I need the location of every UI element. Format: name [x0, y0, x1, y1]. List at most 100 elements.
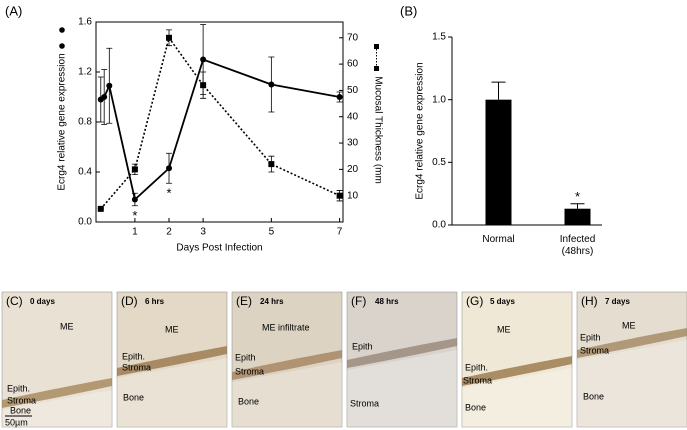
tissue-stroma	[577, 340, 687, 427]
tissue-band	[347, 338, 457, 368]
y-tick-label: 1.0	[432, 94, 446, 105]
tissue-band	[462, 356, 572, 386]
marker	[200, 82, 207, 89]
marker	[97, 205, 104, 212]
panel-text: Stroma	[463, 375, 492, 385]
panel-text: ME infiltrate	[262, 322, 310, 332]
x-tick-label: Infected (48hrs)	[560, 234, 596, 257]
panel-time: 6 hrs	[145, 297, 165, 306]
legend-marker	[374, 66, 379, 71]
panel-text: Bone	[10, 405, 31, 415]
tissue-band	[232, 350, 342, 380]
tissue-stroma	[2, 390, 112, 427]
panel-time: 0 days	[30, 297, 55, 306]
y-axis-label: Ecrg4 relative gene expression	[415, 62, 426, 199]
y-tick-label: 1.2	[78, 67, 92, 78]
legend-marker	[59, 43, 65, 49]
y-tick-label: 0.8	[78, 117, 92, 128]
panel-text: Bone	[238, 396, 259, 406]
y-tick-label: 0.0	[432, 220, 446, 231]
x-tick-label: 3	[200, 227, 206, 238]
annotation: *	[132, 208, 137, 223]
marker	[268, 161, 275, 168]
tissue-stroma	[347, 350, 457, 427]
y2-tick-label: 70	[347, 32, 359, 43]
panel-label: (G)	[466, 294, 483, 308]
marker	[336, 94, 343, 100]
panel-label: (E)	[236, 294, 252, 308]
tissue-band	[117, 346, 227, 376]
panel-text: Stroma	[235, 366, 264, 376]
panel-label: (F)	[351, 294, 366, 308]
y-tick-label: 0.0	[78, 217, 92, 228]
tissue-stroma	[462, 368, 572, 427]
panel-text: Epith	[352, 341, 373, 351]
bar	[564, 208, 591, 225]
panel-text: ME	[165, 324, 179, 334]
marker	[131, 166, 138, 173]
x-tick-label: 1	[132, 227, 138, 238]
y-tick-label: 1.5	[432, 32, 446, 43]
y2-tick-label: 40	[347, 111, 359, 122]
error-bar	[491, 81, 506, 100]
panel-label: (C)	[6, 294, 23, 308]
x-tick-label: 5	[269, 227, 275, 238]
panel-text: Epith	[580, 332, 601, 342]
legend-marker	[374, 44, 379, 49]
marker	[101, 94, 108, 100]
panel-text: ME	[497, 324, 511, 334]
panel-text: Epith.	[465, 362, 488, 372]
y-tick-label: 0.5	[432, 157, 446, 168]
tissue-band	[2, 378, 112, 408]
panel-text: Stroma	[122, 362, 151, 372]
y2-tick-label: 50	[347, 85, 359, 96]
y-tick-label: 1.6	[78, 17, 92, 28]
panel-time: 24 hrs	[260, 297, 284, 306]
chart-title: (B)	[400, 3, 417, 18]
panel-text: 50µm	[5, 417, 28, 427]
panel-text: ME	[622, 320, 636, 330]
series-line	[100, 35, 340, 210]
panel-text: Stroma	[7, 395, 36, 405]
y2-tick-label: 30	[347, 138, 359, 149]
panel-text: Stroma	[350, 398, 379, 408]
marker	[166, 165, 173, 172]
panel-text: Epith.	[122, 351, 145, 361]
panel-text: Epith	[235, 352, 256, 362]
annotation: *	[575, 189, 580, 204]
panel-text: Bone	[583, 391, 604, 401]
marker	[268, 81, 275, 88]
tissue-band	[577, 328, 687, 358]
y2-tick-label: 60	[347, 59, 359, 70]
x-tick-label-line: Normal	[482, 234, 514, 245]
x-tick-label-line: (48hrs)	[562, 246, 594, 257]
y-axis-label: Ecrg4 relative gene expression	[57, 53, 68, 190]
panel-text: Bone	[465, 402, 486, 412]
panel-text: Stroma	[580, 345, 609, 355]
annotation: *	[166, 186, 171, 201]
marker	[336, 192, 343, 199]
x-axis-label: Days Post Infection	[176, 243, 262, 254]
panel-text: Bone	[123, 392, 144, 402]
x-tick-label: 2	[166, 227, 172, 238]
panel-time: 7 days	[605, 297, 630, 306]
panel-time: 5 days	[490, 297, 515, 306]
marker	[200, 56, 207, 63]
x-tick-label: Normal	[482, 234, 514, 245]
y2-tick-label: 10	[347, 190, 359, 201]
y2-tick-label: 20	[347, 164, 359, 175]
panel-label: (H)	[581, 294, 598, 308]
y2-axis-label: Mucosal Thickness (mm	[372, 76, 383, 184]
marker	[131, 196, 138, 203]
marker	[106, 82, 113, 89]
tissue-stroma	[232, 362, 342, 427]
y-tick-label: 0.4	[78, 167, 92, 178]
panel-label: (D)	[121, 294, 138, 308]
panel-time: 48 hrs	[375, 297, 399, 306]
marker	[166, 34, 173, 41]
legend-marker	[59, 27, 65, 33]
micrograph	[576, 291, 687, 428]
series-line	[100, 58, 340, 202]
x-tick-label: 7	[337, 227, 343, 238]
